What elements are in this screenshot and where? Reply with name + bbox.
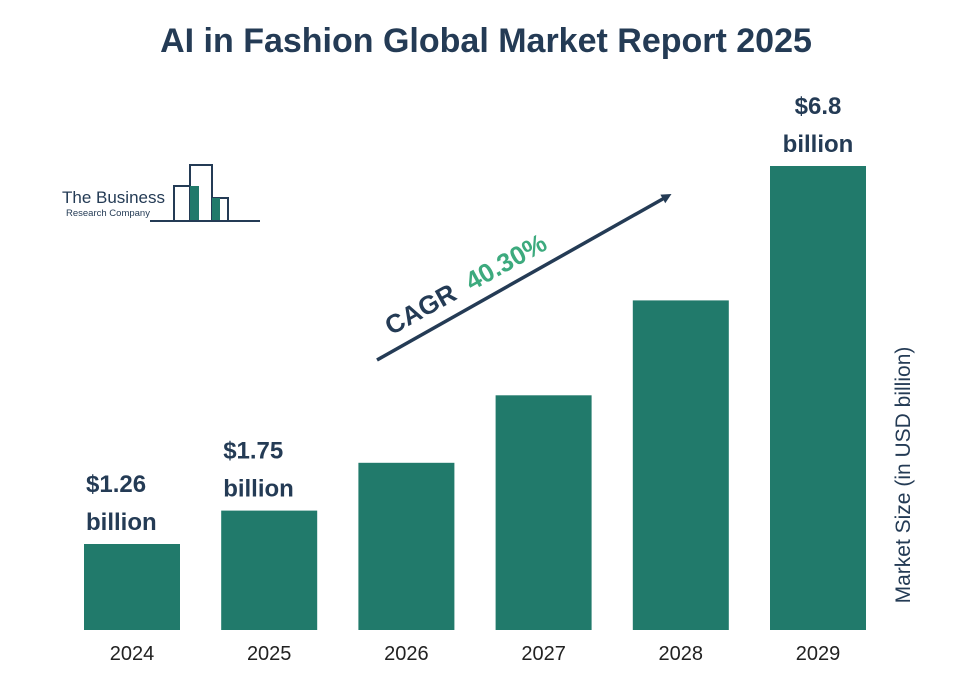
x-tick-label-2029: 2029 bbox=[796, 643, 841, 665]
x-axis-tick-labels: 2024 2025 2026 2027 2028 2029 bbox=[110, 643, 841, 665]
bar-2024 bbox=[84, 544, 180, 630]
cagr-arrow bbox=[376, 194, 672, 362]
company-logo: The Business Research Company bbox=[62, 164, 260, 222]
x-tick-label-2028: 2028 bbox=[659, 643, 704, 665]
bar-2029 bbox=[770, 166, 866, 630]
x-tick-label-2025: 2025 bbox=[247, 643, 292, 665]
cagr-text: CAGR 40.30% bbox=[380, 227, 552, 340]
x-tick-label-2024: 2024 bbox=[110, 643, 155, 665]
data-labels: $1.26 billion $1.75 billion $6.8 billion bbox=[86, 93, 853, 536]
x-tick-label-2026: 2026 bbox=[384, 643, 429, 665]
x-tick-label-2027: 2027 bbox=[521, 643, 566, 665]
logo-icon bbox=[150, 164, 260, 222]
data-label-2024-line1: $1.26 bbox=[86, 471, 146, 498]
y-axis-label: Market Size (in USD billion) bbox=[892, 347, 915, 604]
cagr-label: CAGR bbox=[380, 277, 462, 340]
bar-2028 bbox=[632, 300, 729, 630]
bars-group bbox=[84, 166, 866, 630]
cagr-annotation: CAGR 40.30% bbox=[376, 194, 672, 362]
bar-2025 bbox=[221, 510, 318, 630]
chart-title: AI in Fashion Global Market Report 2025 bbox=[160, 22, 812, 60]
data-label-2029-line2: billion bbox=[783, 131, 854, 158]
data-label-2024-line2: billion bbox=[86, 509, 157, 536]
data-label-2025-line2: billion bbox=[223, 476, 294, 503]
bar-2026 bbox=[358, 462, 455, 630]
data-label-2029-line1: $6.8 bbox=[795, 93, 842, 120]
logo-name-line2: Research Company bbox=[66, 208, 150, 219]
data-label-2025-line1: $1.75 bbox=[223, 438, 283, 465]
bar-2027 bbox=[495, 395, 592, 630]
logo-name-line1: The Business bbox=[62, 188, 165, 207]
